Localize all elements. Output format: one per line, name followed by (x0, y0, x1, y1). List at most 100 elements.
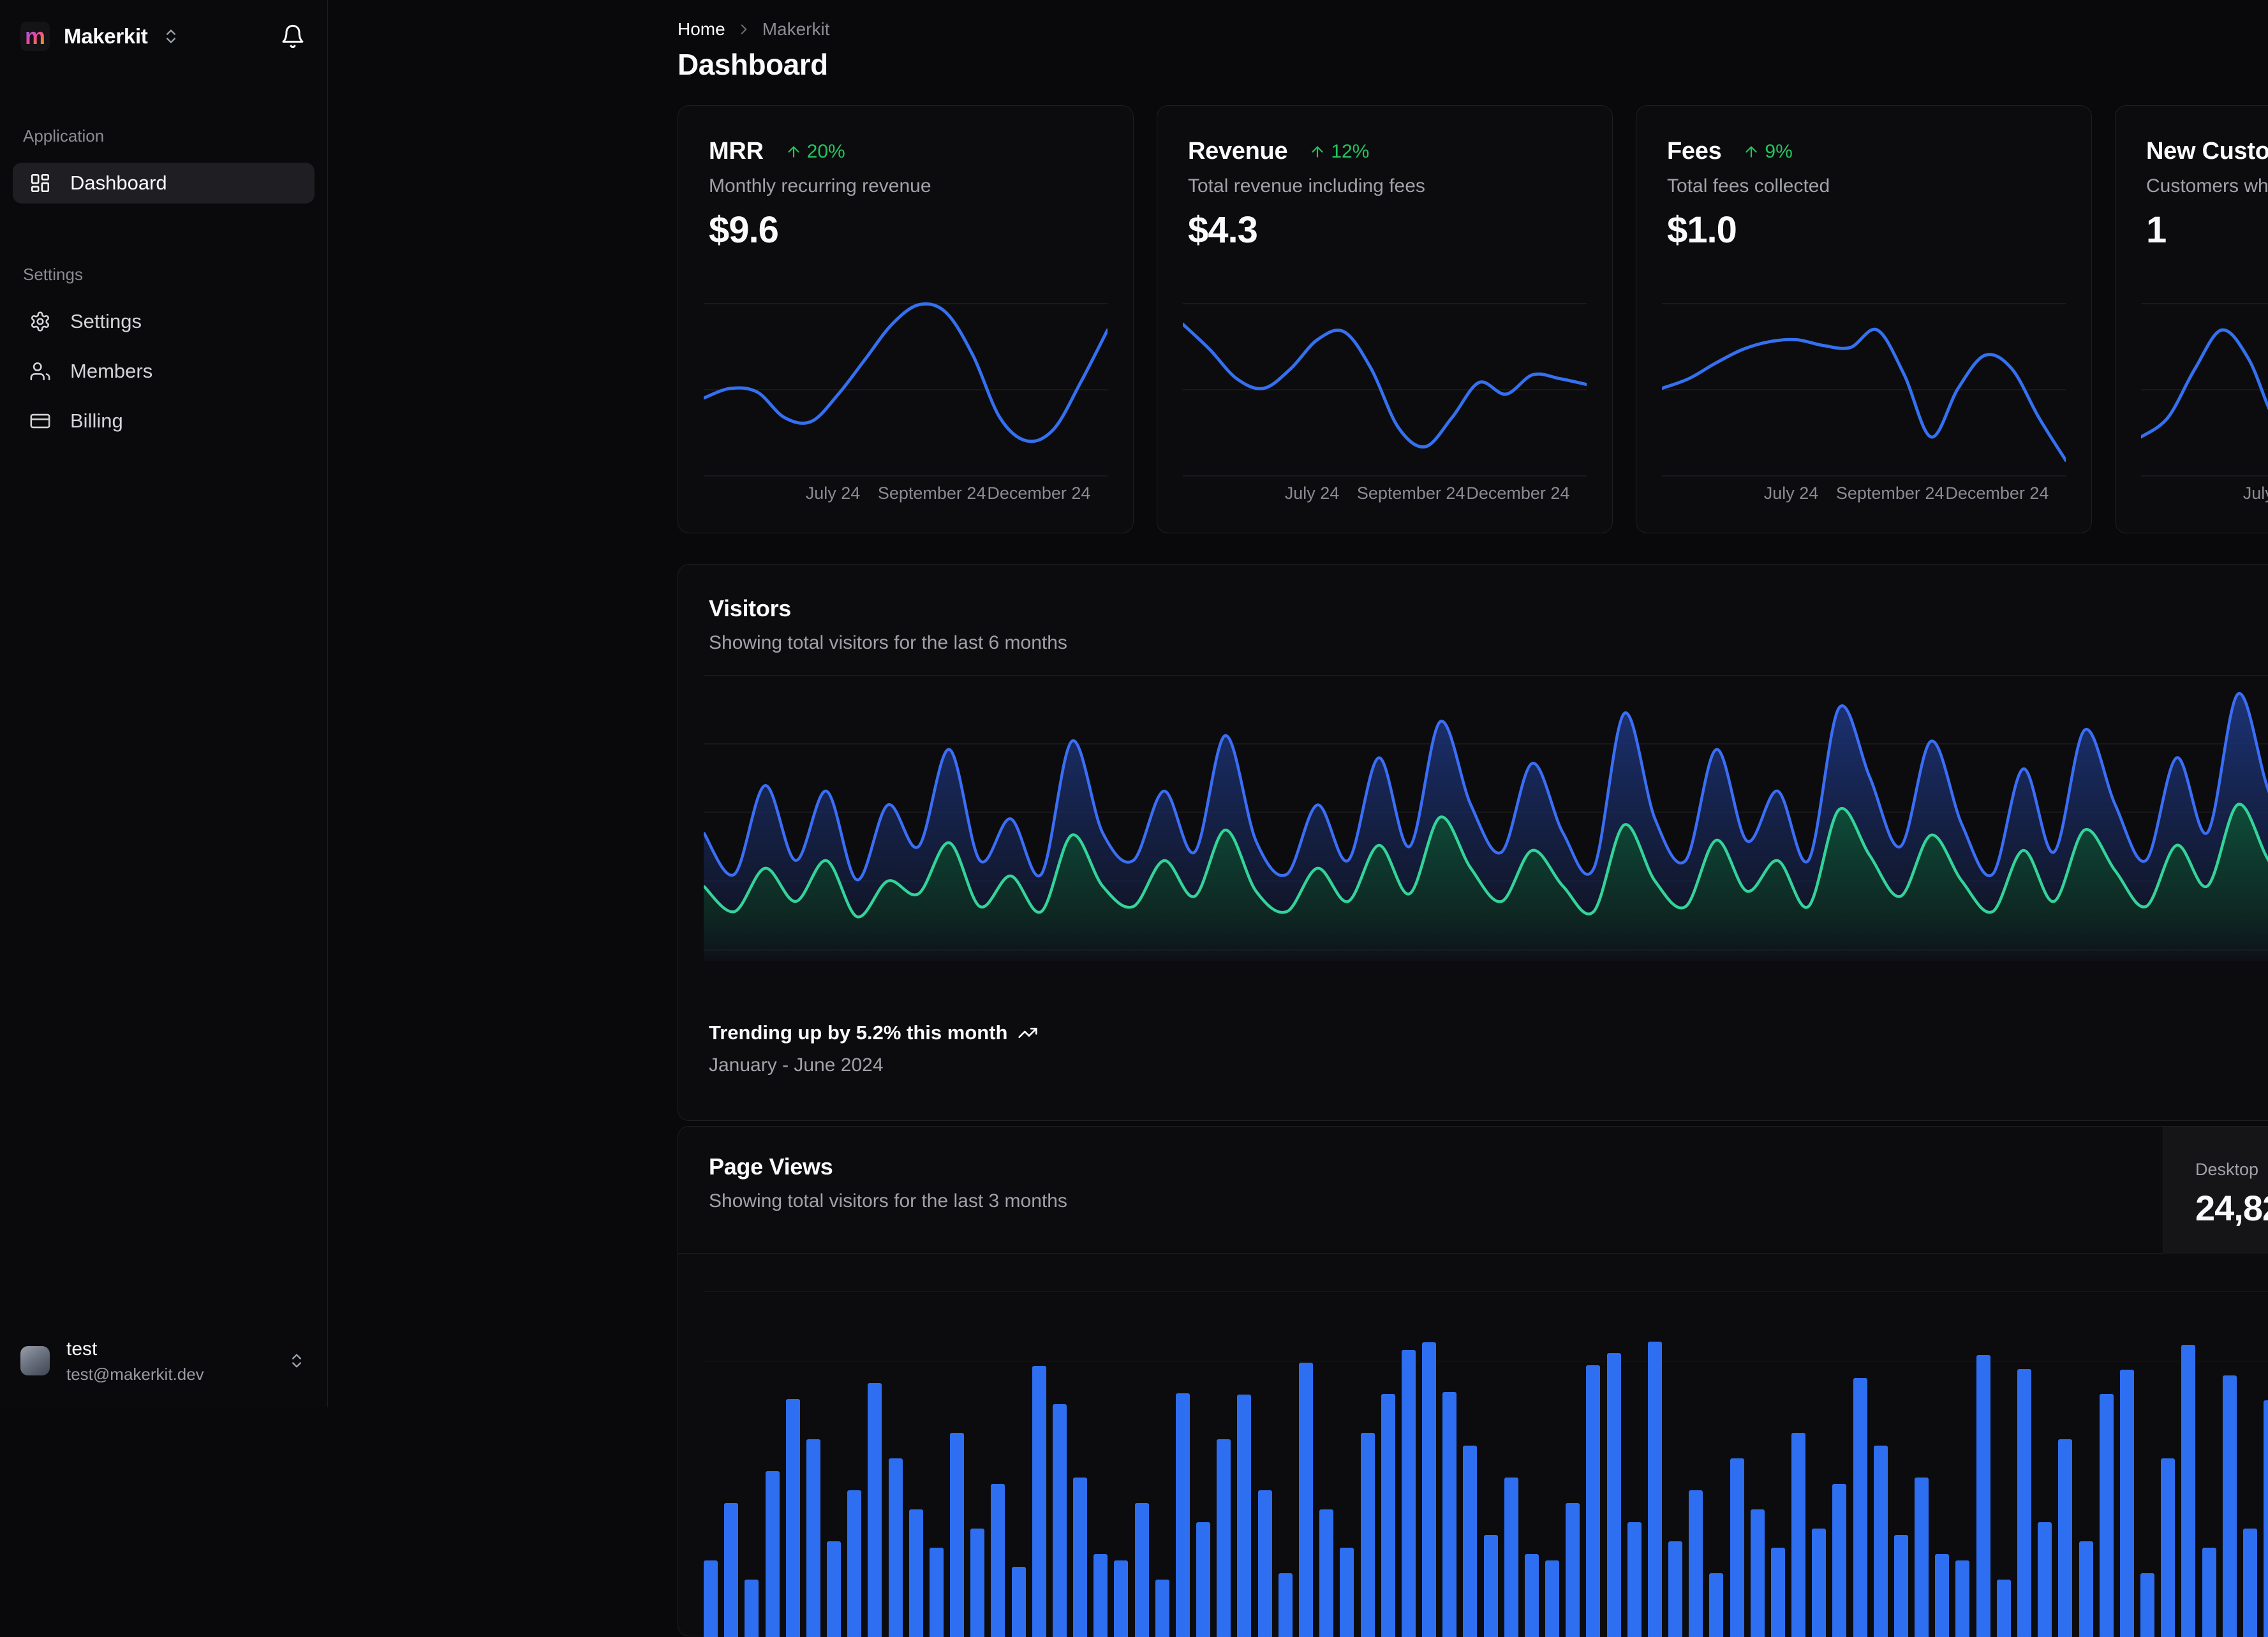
x-tick: July 24 (1285, 484, 1340, 503)
bar (786, 1399, 800, 1637)
stat-title: Revenue (1188, 138, 1287, 165)
bar (909, 1509, 923, 1637)
bar (1771, 1548, 1785, 1637)
page-views-subtitle: Showing total visitors for the last 3 mo… (709, 1190, 1067, 1212)
sidebar-item-label: Dashboard (70, 172, 167, 195)
bar (970, 1529, 984, 1637)
toggle-desktop[interactable]: Desktop 24,828 (2163, 1127, 2268, 1254)
bar (1463, 1446, 1477, 1637)
bar (1668, 1541, 1682, 1637)
bar (1340, 1548, 1354, 1637)
bar (704, 1560, 718, 1637)
sidebar-nav: Application Dashboard Settings Settings … (0, 126, 327, 441)
trend-change: 12% (1331, 141, 1369, 163)
bar (1894, 1535, 1908, 1637)
stat-subtitle: Customers who signed up this month (2146, 175, 2268, 197)
bar (1381, 1394, 1395, 1637)
x-tick: July 24 (806, 484, 861, 503)
org-switcher[interactable]: m Makerkit (20, 22, 180, 51)
bar (2017, 1369, 2031, 1637)
visitors-period: January - June 2024 (709, 1055, 1038, 1076)
bar (1053, 1404, 1067, 1637)
sidebar: m Makerkit Application Dashboard Setting… (0, 0, 328, 1407)
user-meta: test test@makerkit.dev (66, 1337, 204, 1384)
bar (1915, 1478, 1929, 1637)
sparkline-1 (1183, 297, 1587, 479)
bar (1832, 1484, 1846, 1637)
user-avatar (20, 1346, 50, 1375)
trending-up-icon (1018, 1023, 1038, 1043)
user-email: test@makerkit.dev (66, 1364, 204, 1385)
bar (950, 1433, 964, 1637)
sidebar-item-billing[interactable]: Billing (13, 401, 315, 441)
visitors-footer: Trending up by 5.2% this month January -… (709, 1021, 1038, 1076)
chevron-right-icon (736, 21, 752, 38)
bar (1730, 1458, 1744, 1637)
visitors-card: Visitors Showing total visitors for the … (678, 564, 2268, 1121)
bar (1751, 1509, 1765, 1637)
notifications-bell-icon[interactable] (280, 24, 306, 49)
trend-badge: 12% (1309, 141, 1369, 163)
x-tick: July 24 (2243, 484, 2268, 503)
stat-title: New Customers (2146, 138, 2268, 165)
bar (847, 1490, 861, 1637)
bar (1709, 1573, 1723, 1637)
sparkline-chart (2141, 297, 2268, 479)
bar (1361, 1433, 1375, 1637)
sparkline-0 (704, 297, 1108, 479)
arrow-up-icon (785, 144, 802, 160)
sidebar-item-dashboard[interactable]: Dashboard (13, 163, 315, 204)
sparkline-chart (1183, 297, 1587, 479)
user-menu[interactable]: test test@makerkit.dev (0, 1318, 327, 1407)
toggle-label: Desktop (2195, 1160, 2268, 1180)
sparkline-3 (2141, 297, 2268, 479)
page-views-toggles: Desktop 24,828 Mobile 25,010 (2163, 1127, 2268, 1254)
x-tick: September 24 (878, 484, 986, 503)
bar (2202, 1548, 2216, 1637)
bar (2038, 1522, 2052, 1637)
bar (1176, 1393, 1190, 1637)
org-logo: m (20, 22, 50, 51)
bar (1402, 1350, 1416, 1637)
bar (2264, 1400, 2268, 1637)
bar (1874, 1446, 1888, 1637)
bar (1935, 1554, 1949, 1637)
x-tick: December 24 (1466, 484, 1569, 503)
bar (806, 1439, 820, 1637)
stat-subtitle: Monthly recurring revenue (709, 175, 1102, 197)
visitors-svg (704, 670, 2268, 961)
bar (2223, 1375, 2237, 1637)
bar (1093, 1554, 1108, 1637)
trend-change: 9% (1765, 141, 1792, 163)
stat-subtitle: Total revenue including fees (1188, 175, 1582, 197)
sidebar-item-label: Settings (70, 310, 142, 333)
visitors-trend-text: Trending up by 5.2% this month (709, 1021, 1007, 1044)
x-axis-labels: July 24 September 24 December 24 (2141, 484, 2268, 505)
breadcrumb-home[interactable]: Home (678, 19, 725, 40)
bar (2058, 1439, 2072, 1637)
bar (1812, 1529, 1826, 1637)
x-axis-labels: July 24 September 24 December 24 (1183, 484, 1587, 505)
breadcrumb-current[interactable]: Makerkit (762, 19, 830, 40)
bar (1155, 1580, 1169, 1637)
chevrons-up-down-icon (288, 1352, 306, 1370)
sidebar-item-members[interactable]: Members (13, 351, 315, 392)
bar (1196, 1522, 1210, 1637)
stat-card-new-customers: New Customers -25% Customers who signed … (2115, 105, 2268, 533)
sidebar-item-label: Members (70, 360, 152, 383)
nav-section-application: Application (23, 126, 315, 146)
bar (1504, 1478, 1518, 1637)
bar (1299, 1363, 1313, 1637)
bar (1976, 1355, 1990, 1637)
credit-card-icon (29, 410, 51, 432)
bar (930, 1548, 944, 1637)
stat-value: $9.6 (709, 209, 1102, 251)
stat-subtitle: Total fees collected (1667, 175, 2061, 197)
stat-card-revenue: Revenue 12% Total revenue including fees… (1157, 105, 1613, 533)
x-axis-labels: July 24 September 24 December 24 (704, 484, 1108, 505)
sidebar-item-settings[interactable]: Settings (13, 301, 315, 342)
trend-badge: 20% (785, 141, 845, 163)
bar (1237, 1395, 1251, 1637)
sidebar-item-label: Billing (70, 410, 123, 433)
page-views-title: Page Views (709, 1153, 1067, 1180)
